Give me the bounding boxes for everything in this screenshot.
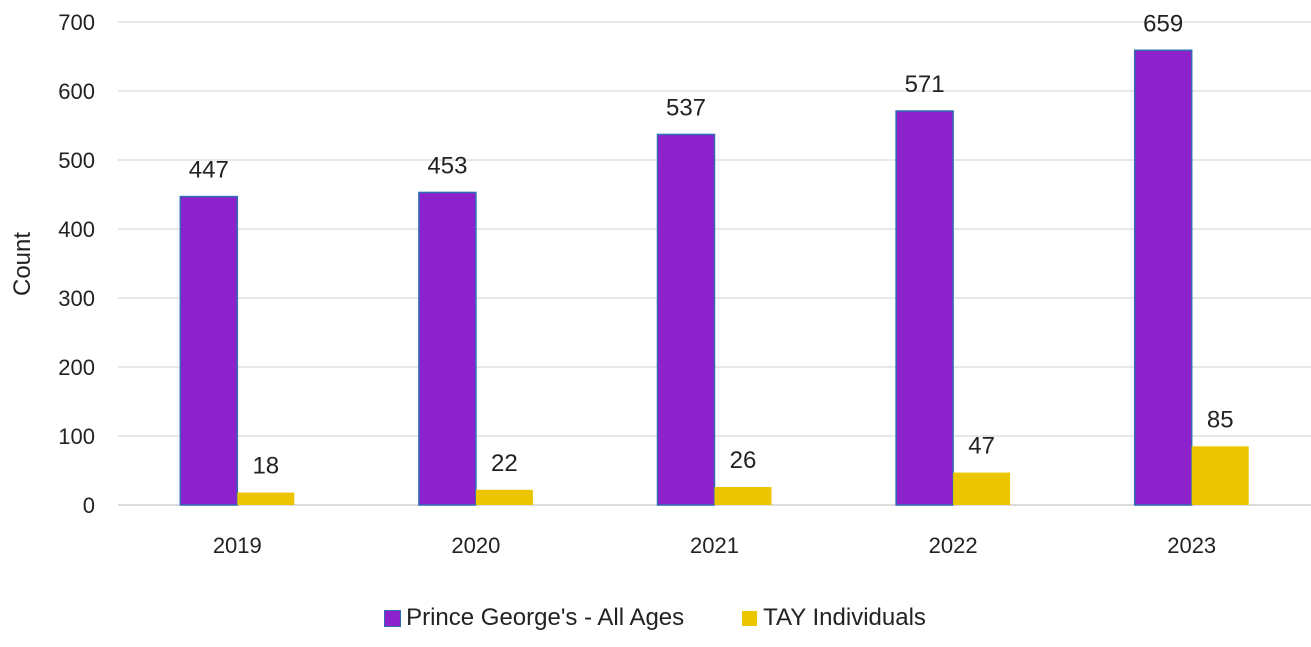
x-tick-label: 2022 — [929, 533, 978, 558]
bar-chart: 447 18 453 22 537 26 571 47 659 85 0 100 200 300 400 5… — [9, 10, 1311, 558]
data-labels: 447 18 453 22 537 26 571 47 659 85 — [189, 10, 1234, 479]
axes: 0 100 200 300 400 500 600 700 2019 2020 2021 2022 20… — [58, 10, 1216, 558]
legend-label-all-ages: Prince George's - All Ages — [406, 604, 685, 631]
data-label: 26 — [730, 447, 757, 474]
bar-all-ages — [656, 133, 716, 506]
y-tick-label: 700 — [58, 10, 95, 35]
data-label: 571 — [905, 71, 945, 98]
y-tick-label: 300 — [58, 286, 95, 311]
y-axis-title: Count — [9, 232, 36, 296]
legend: Prince George's - All Ages TAY Individua… — [0, 604, 1311, 632]
bar-tay — [714, 487, 772, 505]
legend-item-all-ages: Prince George's - All Ages — [384, 604, 685, 632]
legend-swatch-all-ages — [384, 609, 402, 627]
y-tick-label: 400 — [58, 217, 95, 242]
y-tick-label: 500 — [58, 148, 95, 173]
y-tick-label: 600 — [58, 79, 95, 104]
y-tick-label: 100 — [58, 424, 95, 449]
bar-all-ages — [895, 110, 954, 506]
data-label: 22 — [491, 450, 518, 477]
bar-all-ages — [418, 191, 477, 506]
bars — [179, 49, 1249, 506]
bar-tay — [1191, 446, 1249, 505]
bar-tay — [475, 489, 533, 505]
x-tick-label: 2023 — [1167, 533, 1216, 558]
data-label: 447 — [189, 157, 229, 184]
bar-all-ages — [179, 195, 239, 506]
data-label: 47 — [968, 433, 995, 460]
y-tick-label: 0 — [83, 493, 95, 518]
y-tick-label: 200 — [58, 355, 95, 380]
data-label: 18 — [252, 453, 279, 480]
bar-tay — [953, 472, 1011, 505]
legend-item-tay: TAY Individuals — [742, 604, 926, 632]
x-tick-label: 2021 — [690, 533, 739, 558]
legend-label-tay: TAY Individuals — [763, 604, 926, 631]
x-tick-label: 2019 — [213, 533, 262, 558]
legend-swatch-tay — [742, 610, 758, 626]
bar-all-ages — [1133, 49, 1193, 506]
data-label: 659 — [1143, 10, 1183, 37]
bar-tay — [237, 492, 295, 505]
data-label: 537 — [666, 94, 706, 121]
x-tick-label: 2020 — [451, 533, 500, 558]
data-label: 453 — [427, 152, 467, 179]
data-label: 85 — [1207, 406, 1234, 433]
